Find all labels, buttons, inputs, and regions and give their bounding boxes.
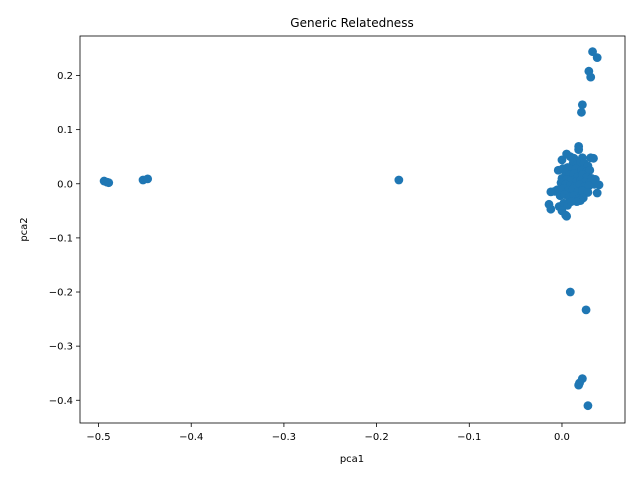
- y-tick-label: −0.3: [49, 342, 73, 353]
- data-point: [586, 72, 596, 82]
- data-point: [574, 380, 584, 390]
- data-point: [546, 187, 556, 197]
- x-tick-label: −0.3: [272, 432, 296, 443]
- x-axis-ticks: −0.5 −0.4 −0.3 −0.2 −0.1 0.0: [86, 423, 570, 443]
- x-tick-label: −0.5: [86, 432, 110, 443]
- y-tick-label: −0.2: [49, 288, 73, 299]
- y-tick-label: 0.1: [57, 125, 73, 136]
- data-point: [562, 211, 572, 221]
- x-tick-label: −0.2: [364, 432, 388, 443]
- data-point: [574, 145, 584, 155]
- data-point: [565, 287, 575, 297]
- data-point: [557, 155, 567, 165]
- data-point: [588, 47, 597, 57]
- data-points: [99, 47, 604, 411]
- data-point: [394, 175, 404, 185]
- data-point: [546, 204, 556, 214]
- y-tick-label: 0.0: [57, 179, 73, 190]
- y-tick-label: −0.1: [49, 233, 73, 244]
- y-tick-label: 0.2: [57, 71, 73, 82]
- x-tick-label: −0.1: [457, 432, 481, 443]
- data-point: [566, 197, 576, 207]
- data-point: [584, 181, 594, 191]
- data-point: [594, 180, 604, 190]
- plot-frame: [79, 35, 626, 424]
- chart-title: Generic Relatedness: [290, 16, 413, 30]
- data-point: [581, 305, 591, 315]
- data-point: [583, 401, 593, 411]
- data-point: [577, 100, 587, 110]
- data-point: [592, 188, 602, 198]
- y-axis-label: pca2: [19, 217, 30, 241]
- y-tick-label: −0.4: [49, 396, 73, 407]
- data-point: [589, 153, 598, 163]
- data-point: [585, 165, 595, 175]
- data-point: [577, 107, 586, 117]
- x-tick-label: 0.0: [554, 432, 570, 443]
- x-axis-label: pca1: [340, 454, 364, 465]
- data-point: [143, 174, 153, 184]
- data-point: [104, 178, 114, 188]
- data-point: [592, 53, 602, 63]
- y-axis-ticks: −0.4 −0.3 −0.2 −0.1 0.0 0.1 0.2: [49, 71, 80, 407]
- x-tick-label: −0.4: [179, 432, 203, 443]
